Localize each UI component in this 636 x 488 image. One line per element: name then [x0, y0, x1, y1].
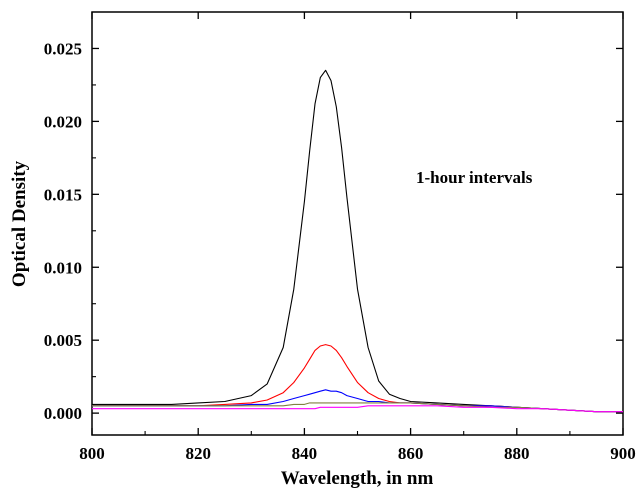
y-tick-label: 0.000	[44, 404, 82, 423]
x-tick-label: 840	[292, 444, 318, 463]
x-tick-label: 820	[185, 444, 211, 463]
series-line-5	[92, 405, 623, 413]
y-tick-label: 0.025	[44, 39, 82, 58]
y-axis-title: Optical Density	[9, 160, 30, 287]
annotation-text: 1-hour intervals	[416, 168, 533, 187]
y-tick-label: 0.005	[44, 331, 82, 350]
x-tick-label: 860	[398, 444, 424, 463]
y-tick-label: 0.020	[44, 112, 82, 131]
series-line-1	[92, 69, 623, 413]
x-tick-label: 800	[79, 444, 105, 463]
series-layer	[92, 69, 623, 413]
ticks-layer: 800 820 840 860 880 900 0.000 0.005 0.010 0.015 0.…	[44, 12, 636, 463]
y-tick-label: 0.010	[44, 258, 82, 277]
plot-frame	[91, 11, 624, 436]
series-line-2	[92, 344, 623, 413]
y-tick-label: 0.015	[44, 185, 82, 204]
x-axis-title: Wavelength, in nm	[281, 468, 434, 488]
x-tick-label: 880	[504, 444, 530, 463]
x-tick-label: 900	[610, 444, 636, 463]
